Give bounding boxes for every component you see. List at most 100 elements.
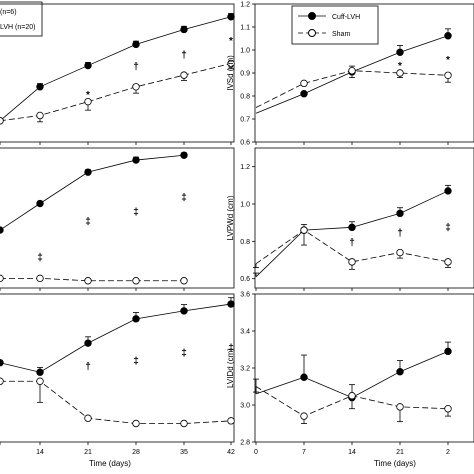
x-tick-label: 0 — [254, 449, 258, 456]
significance-mark: ‡ — [85, 216, 91, 227]
series-sham — [253, 226, 452, 270]
x-tick-label: 7 — [302, 449, 306, 456]
data-point — [132, 156, 140, 164]
data-point — [180, 25, 188, 34]
panel-p3: ‡ ‡ ‡ ‡ — [0, 147, 235, 291]
panel-p6: 2.8 3.0 3.2 3.4 3.6 LVIDd (cm) 0 7 14 21 2 Time (da… — [226, 292, 474, 468]
data-point — [396, 403, 404, 411]
data-point — [396, 48, 404, 56]
significance-mark: ‡ — [181, 348, 187, 359]
significance-mark: * — [446, 55, 450, 66]
data-point — [444, 347, 452, 356]
legend-left-entry-2: LVH (n=20) — [0, 24, 35, 31]
data-point — [444, 405, 452, 413]
data-point — [84, 61, 92, 70]
y-tick-label: 1.2 — [240, 2, 250, 9]
series-line — [0, 380, 232, 424]
y-tick-label: 0.6 — [240, 140, 250, 147]
x-tick-label: 35 — [180, 449, 188, 456]
data-point — [36, 199, 44, 208]
significance-mark: * — [398, 61, 402, 72]
significance-mark: † — [181, 50, 187, 61]
data-point — [444, 32, 452, 40]
plot-frame — [0, 147, 235, 289]
data-point — [348, 392, 356, 400]
data-point — [444, 258, 452, 266]
series-line — [0, 63, 232, 122]
significance-mark: ‡ — [133, 356, 139, 367]
significance-mark: † — [133, 62, 139, 73]
plot-frame — [0, 293, 235, 443]
significance-mark: ‡ — [228, 343, 234, 354]
x-tick-label: 14 — [348, 449, 356, 456]
y-axis-label: IVSd (cm) — [226, 55, 235, 91]
series-line — [0, 303, 232, 373]
data-point — [300, 226, 308, 234]
data-point — [300, 89, 308, 98]
data-point — [227, 13, 235, 21]
y-tick-label: 2.8 — [240, 440, 250, 447]
data-point — [132, 277, 140, 285]
data-point — [36, 111, 44, 120]
significance-mark: ‡ — [181, 192, 187, 203]
data-point — [348, 258, 356, 266]
y-tick-label: 0.8 — [240, 94, 250, 101]
x-tick-label: 42 — [227, 449, 235, 456]
legend-cuff-label: Cuff-LVH — [332, 14, 360, 21]
data-point — [180, 307, 188, 315]
legend-sham-marker — [308, 29, 316, 37]
panel-p1: * † † * — [0, 3, 235, 145]
series-line — [0, 154, 185, 231]
y-tick-label: 0.7 — [240, 117, 250, 124]
data-point — [396, 69, 404, 77]
data-point — [132, 315, 140, 323]
legend-right: Cuff-LVH Sham — [291, 5, 379, 45]
data-point — [396, 209, 404, 218]
data-point — [300, 79, 308, 88]
series-sham — [255, 66, 452, 108]
y-tick-label: 1.0 — [240, 202, 250, 209]
plot-frame — [254, 293, 474, 443]
data-point — [300, 412, 308, 420]
y-axis-label: LVPWd (cm) — [226, 195, 235, 240]
data-point — [36, 368, 44, 376]
plot-frame — [254, 147, 474, 289]
data-point — [0, 274, 4, 283]
data-point — [396, 368, 404, 376]
significance-mark: † — [85, 361, 91, 372]
data-point — [36, 274, 44, 283]
significance-mark: ‡ — [133, 207, 139, 218]
y-tick-label: 1.0 — [240, 48, 250, 55]
y-tick-label: 3.4 — [240, 329, 250, 336]
data-point — [180, 277, 188, 285]
data-point — [444, 187, 452, 195]
x-tick-label: 14 — [36, 449, 44, 456]
data-point — [227, 59, 235, 68]
data-point — [36, 377, 44, 385]
significance-mark: * — [229, 36, 233, 47]
data-point — [132, 40, 140, 49]
series-cuff-lvh — [0, 151, 188, 234]
data-point — [396, 248, 404, 257]
series-sham — [0, 274, 188, 285]
data-point — [180, 151, 188, 159]
series-line — [255, 229, 449, 265]
y-tick-label: 3.6 — [240, 292, 250, 299]
y-tick-label: 0.8 — [240, 239, 250, 246]
plot-frame — [0, 3, 235, 143]
data-point — [84, 277, 92, 285]
x-axis-label: Time (days) — [89, 459, 131, 468]
series-cuff-lvh — [0, 297, 235, 376]
data-point — [84, 414, 92, 422]
data-point — [36, 83, 44, 91]
panel-p4: 0.6 0.8 1.0 1.2 LVPWd (cm) † † ‡ — [226, 147, 474, 291]
data-point — [84, 168, 92, 176]
legend-cuff-marker — [308, 12, 316, 20]
significance-mark: † — [397, 228, 403, 239]
y-tick-label: 3.0 — [240, 403, 250, 410]
significance-mark: † — [349, 237, 355, 248]
data-point — [84, 339, 92, 347]
data-point — [0, 359, 4, 367]
x-tick-label: 2 — [446, 449, 450, 456]
